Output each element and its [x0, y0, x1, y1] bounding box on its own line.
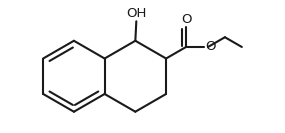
Text: OH: OH	[126, 7, 146, 20]
Text: O: O	[205, 40, 215, 53]
Text: O: O	[181, 13, 191, 26]
